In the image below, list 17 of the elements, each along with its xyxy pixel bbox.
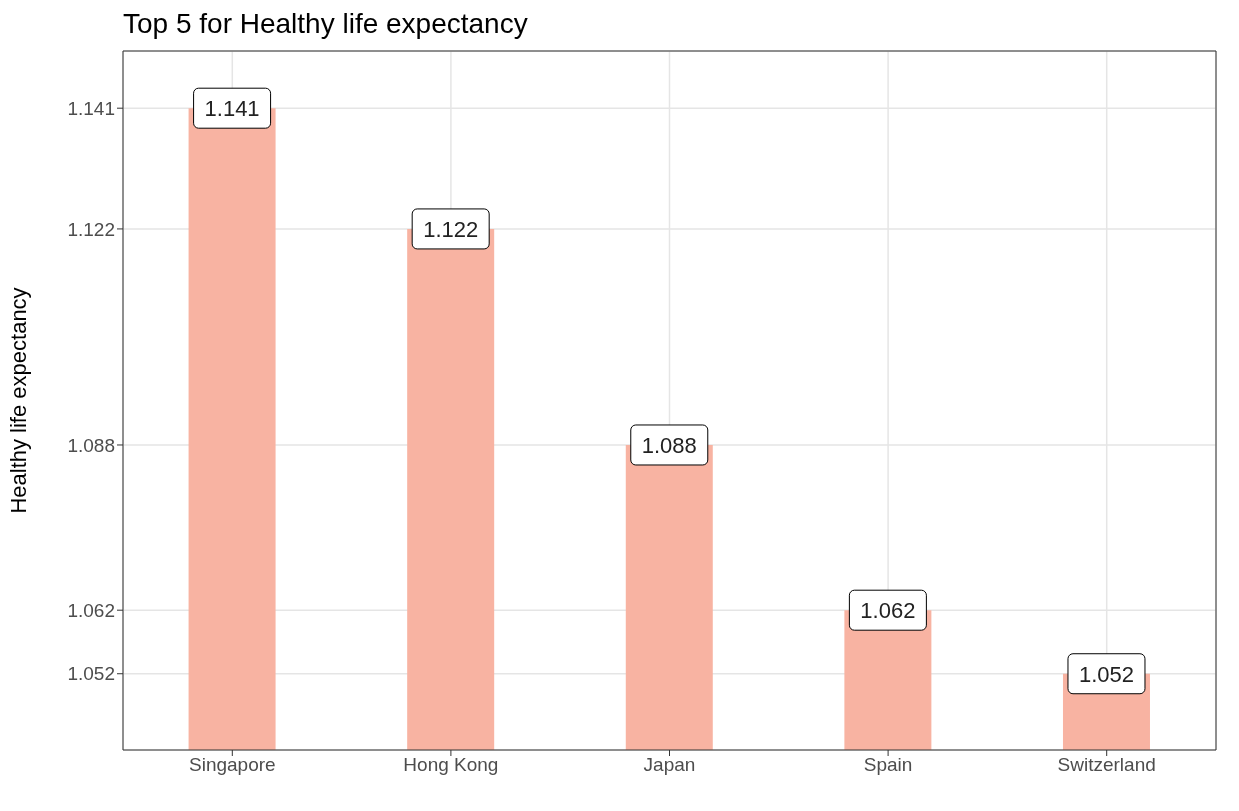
- y-tick-label: 1.141: [67, 97, 115, 119]
- x-tick-label: Switzerland: [1057, 754, 1156, 776]
- data-label: 1.122: [423, 216, 479, 242]
- chart-title: Top 5 for Healthy life expectancy: [123, 8, 529, 40]
- y-tick-label: 1.052: [67, 663, 115, 685]
- x-tick-label: Japan: [643, 754, 696, 776]
- y-tick-label: 1.062: [67, 599, 115, 621]
- x-tick-label: Hong Kong: [403, 754, 499, 776]
- y-axis-title: Healthy life expectancy: [5, 287, 31, 514]
- data-label: 1.062: [860, 598, 916, 624]
- data-label: 1.141: [204, 96, 260, 122]
- y-tick-label: 1.088: [67, 434, 115, 456]
- data-label: 1.052: [1078, 661, 1135, 687]
- x-tick-label: Spain: [863, 754, 913, 776]
- data-label: 1.088: [641, 432, 697, 458]
- x-tick-label: Singapore: [188, 754, 276, 776]
- y-tick-label: 1.122: [67, 218, 115, 240]
